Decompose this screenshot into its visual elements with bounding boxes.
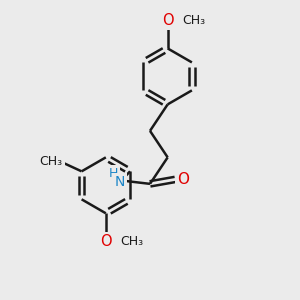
Text: CH₃: CH₃ <box>121 236 144 248</box>
Text: N: N <box>115 176 125 189</box>
Text: O: O <box>162 13 173 28</box>
Text: CH₃: CH₃ <box>40 154 63 167</box>
Text: CH₃: CH₃ <box>182 14 206 27</box>
Text: O: O <box>100 234 112 249</box>
Text: H: H <box>109 167 119 180</box>
Text: O: O <box>177 172 189 187</box>
